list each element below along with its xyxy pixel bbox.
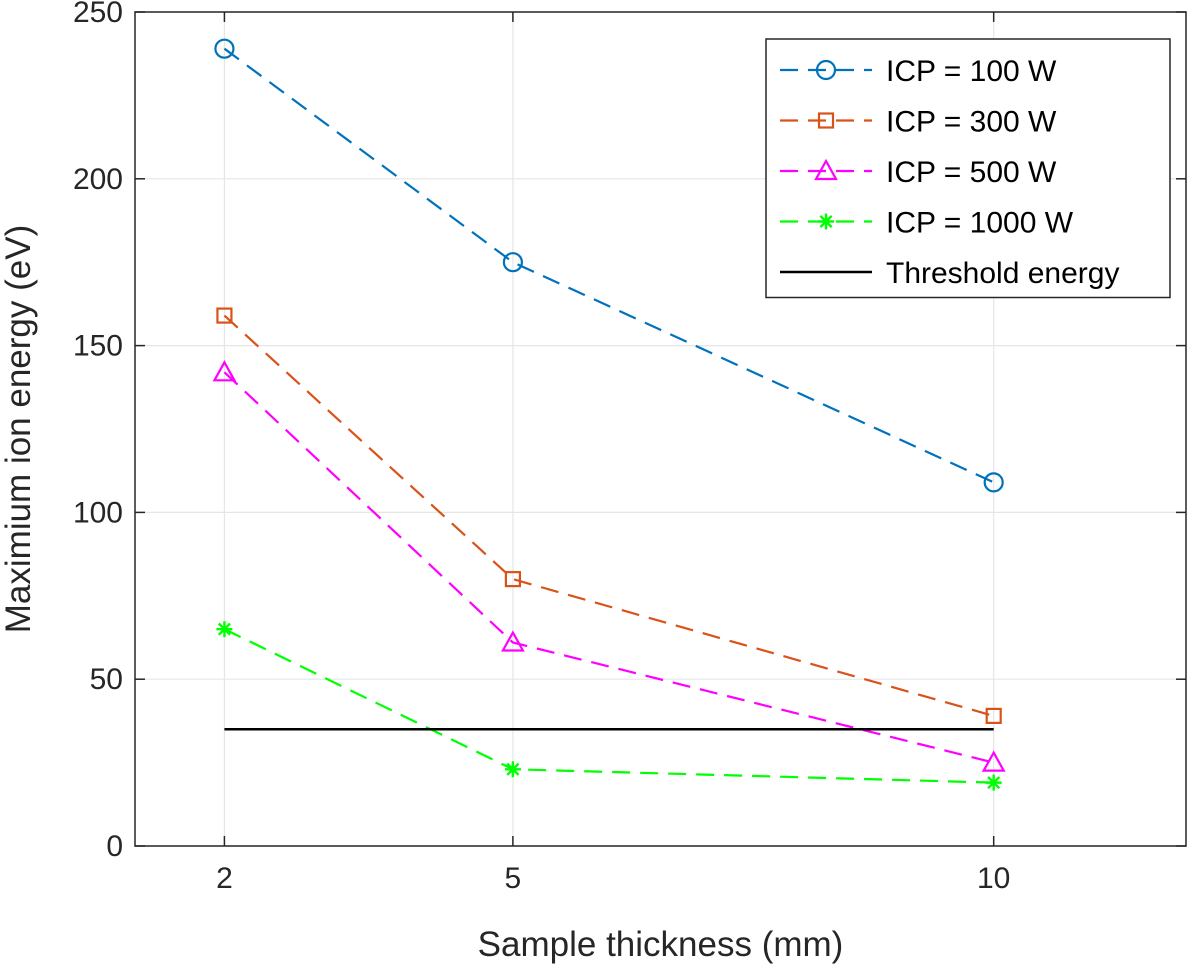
- y-tick-label: 250: [73, 0, 123, 29]
- series-line: [223, 371, 994, 764]
- x-tick-label: 2: [216, 862, 233, 895]
- legend-box: [765, 38, 1171, 299]
- data-point: [985, 707, 1002, 724]
- data-point: [212, 360, 237, 382]
- series: [212, 38, 1006, 791]
- y-tick-label: 150: [73, 330, 123, 363]
- data-point: [504, 571, 521, 588]
- legend-entry: ICP = 500 W: [780, 156, 1057, 189]
- x-tick-label: 5: [505, 862, 522, 895]
- data-point: [214, 38, 235, 59]
- y-tick-label: 50: [90, 663, 123, 696]
- legend-label: Threshold energy: [886, 257, 1119, 290]
- legend-marker: [814, 158, 838, 181]
- series-line: [223, 47, 995, 484]
- legend-entry: Threshold energy: [780, 257, 1119, 290]
- series-1: [216, 307, 1002, 724]
- series-line: [223, 628, 994, 784]
- data-point: [504, 761, 521, 778]
- series-3: [216, 621, 1002, 791]
- data-point: [216, 621, 233, 638]
- legend: ICP = 100 W ICP = 300 W ICP = 500 W ICP = 1…: [765, 38, 1171, 299]
- data-point: [501, 630, 525, 652]
- legend-entry: ICP = 1000 W: [780, 207, 1074, 240]
- legend-marker: [815, 59, 837, 81]
- data-point: [981, 750, 1006, 772]
- legend-label: ICP = 1000 W: [886, 207, 1074, 240]
- legend-label: ICP = 500 W: [886, 156, 1057, 189]
- y-tick-label: 0: [106, 830, 123, 863]
- plot-frame: [134, 11, 1187, 847]
- x-tick-label: 10: [977, 862, 1010, 895]
- data-point: [985, 774, 1002, 791]
- legend-label: ICP = 100 W: [886, 55, 1057, 88]
- legend-marker: [817, 112, 835, 129]
- y-tick-label: 200: [73, 163, 123, 196]
- legend-marker: [818, 213, 834, 230]
- data-point: [216, 307, 233, 324]
- series-line: [223, 314, 994, 717]
- data-point: [502, 252, 523, 273]
- y-axis-title: Maximium ion energy (eV): [0, 225, 38, 633]
- series-0: [214, 38, 1004, 493]
- legend-entry: ICP = 300 W: [780, 106, 1057, 139]
- data-point: [983, 472, 1004, 493]
- y-tick-label: 100: [73, 496, 123, 529]
- x-axis-title: Sample thickness (mm): [478, 925, 844, 964]
- legend-label: ICP = 300 W: [886, 106, 1057, 139]
- legend-entry: ICP = 100 W: [780, 55, 1057, 88]
- series-2: [212, 360, 1006, 772]
